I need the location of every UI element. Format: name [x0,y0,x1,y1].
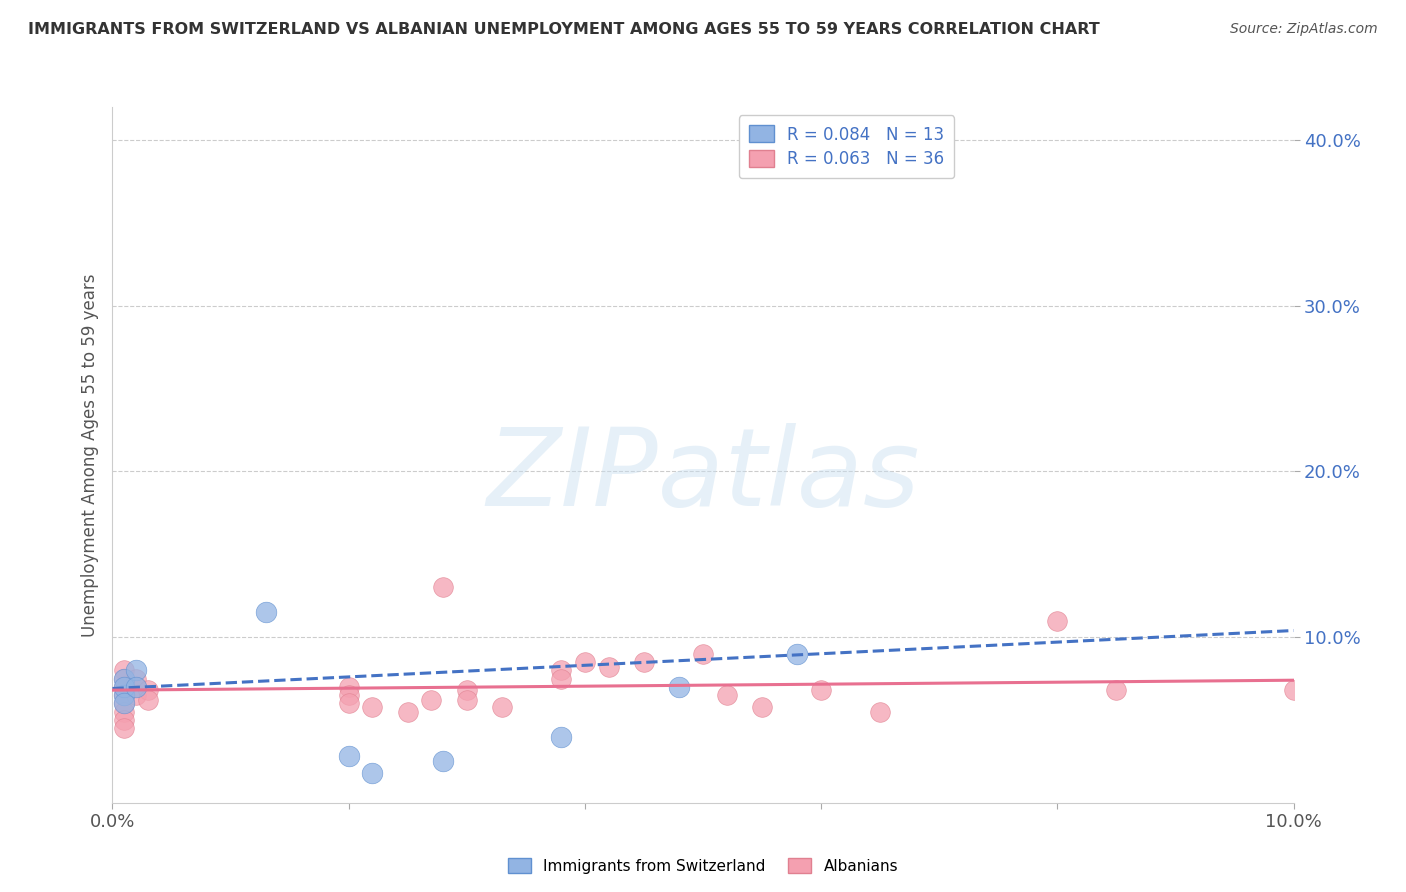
Point [550,730,572,744]
Point [136,693,159,707]
Point [786,647,808,661]
Point [361,766,384,780]
Point [125,663,148,677]
Point [574,655,596,669]
Point [112,663,135,677]
Point [112,688,135,702]
Point [668,680,690,694]
Point [112,697,135,711]
Point [112,672,135,686]
Point [125,680,148,694]
Point [716,688,738,702]
Point [337,749,360,764]
Point [112,697,135,711]
Point [337,680,360,694]
Point [633,655,655,669]
Point [396,705,419,719]
Point [420,693,443,707]
Legend: Immigrants from Switzerland, Albanians: Immigrants from Switzerland, Albanians [502,852,904,880]
Point [810,683,832,698]
Text: Source: ZipAtlas.com: Source: ZipAtlas.com [1230,22,1378,37]
Point [136,683,159,698]
Point [112,680,135,694]
Point [112,688,135,702]
Point [692,647,714,661]
Point [456,683,478,698]
Point [1046,614,1069,628]
Point [550,663,572,677]
Point [112,713,135,727]
Text: ZIPatlas: ZIPatlas [486,424,920,528]
Point [432,581,454,595]
Point [254,605,277,619]
Point [1282,683,1305,698]
Point [112,705,135,719]
Point [125,680,148,694]
Point [337,697,360,711]
Point [869,705,891,719]
Point [550,672,572,686]
Text: IMMIGRANTS FROM SWITZERLAND VS ALBANIAN UNEMPLOYMENT AMONG AGES 55 TO 59 YEARS C: IMMIGRANTS FROM SWITZERLAND VS ALBANIAN … [28,22,1099,37]
Point [598,660,620,674]
Point [125,688,148,702]
Point [361,699,384,714]
Point [112,721,135,735]
Point [112,680,135,694]
Point [432,755,454,769]
Point [337,688,360,702]
Point [1105,683,1128,698]
Point [456,693,478,707]
Point [125,672,148,686]
Point [751,699,773,714]
Y-axis label: Unemployment Among Ages 55 to 59 years: Unemployment Among Ages 55 to 59 years [80,273,98,637]
Point [491,699,513,714]
Legend: R = 0.084   N = 13, R = 0.063   N = 36: R = 0.084 N = 13, R = 0.063 N = 36 [740,115,955,178]
Point [112,672,135,686]
